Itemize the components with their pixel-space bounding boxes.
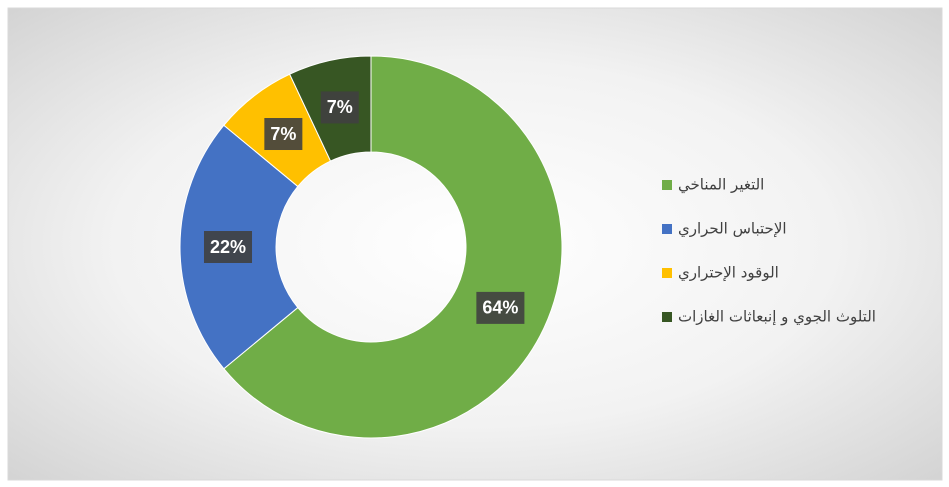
data-label-box xyxy=(203,231,253,263)
legend-swatch xyxy=(662,224,672,234)
donut-slice xyxy=(223,55,563,439)
data-label-box xyxy=(264,118,303,151)
legend-label: التغير المناخي xyxy=(678,176,764,195)
data-label: 7% xyxy=(327,97,353,117)
legend-label: التلوث الجوي و إنبعاثات الغازات xyxy=(678,308,876,327)
legend-label: الوقود الإحتراري xyxy=(678,264,779,283)
legend-swatch xyxy=(662,268,672,278)
legend-label: الإحتباس الحراري xyxy=(678,220,787,239)
data-label-box xyxy=(320,91,359,124)
data-label: 7% xyxy=(270,124,296,144)
data-label-box xyxy=(476,291,525,324)
legend-swatch xyxy=(662,312,672,322)
data-labels: 64% 22% 7% 7% xyxy=(203,91,525,324)
data-label: 22% xyxy=(210,237,246,257)
data-label: 64% xyxy=(482,298,518,318)
legend-swatch xyxy=(662,180,672,190)
legend: التغير المناخي الإحتباس الحراري الوقود الإ… xyxy=(662,176,876,327)
